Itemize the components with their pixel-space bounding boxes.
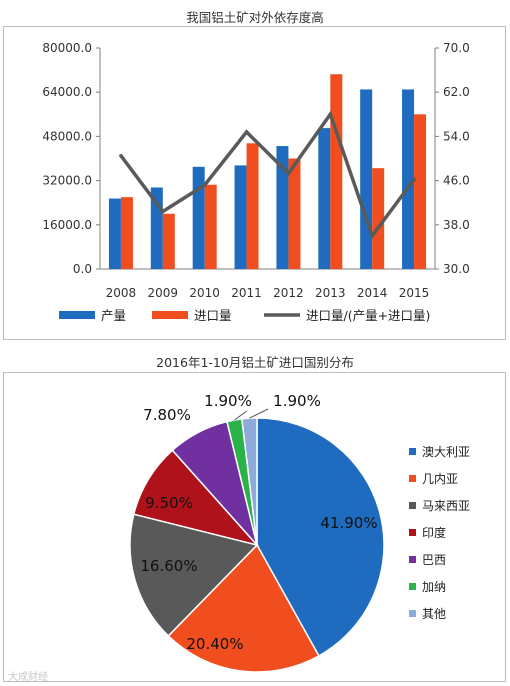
leader-line [249,408,269,419]
bar [402,89,415,269]
x-tick-label: 2009 [148,286,179,300]
legend-swatch [409,502,416,509]
slice-data-label: 7.80% [143,406,191,424]
legend-label: 印度 [422,525,446,540]
bar [204,184,217,269]
pie-slice [129,513,259,637]
left-tick-label: 64000.0 [42,85,92,99]
pie-chart-title: 2016年1-10月铝土矿进口国别分布 [156,355,354,370]
left-tick-label: 16000.0 [42,218,92,232]
pie-chart-panel: 41.90% 20.40% 16.60% 9.50% 7.80% 1.90% 1.90% 澳大… [3,372,506,682]
bar [234,165,247,269]
line-point [370,234,374,238]
legend-label: 进口量/(产量+进口量) [306,308,430,323]
line-point [244,130,249,134]
slice-data-label: 1.90% [273,392,321,410]
slice-data-label: 9.50% [145,494,193,512]
line-point [119,153,123,158]
slice-data-label: 1.90% [204,392,252,410]
legend-label: 澳大利亚 [422,445,470,459]
left-tick-label: 0.0 [73,262,92,276]
left-tick-label: 48000.0 [42,129,92,143]
legend-swatch [409,529,416,536]
right-tick-label: 54.0 [443,129,470,143]
legend-label: 巴西 [422,553,446,567]
slice-data-label: 20.40% [186,635,243,653]
bar-chart-title: 我国铝土矿对外依存度高 [186,10,324,25]
pie-slice [167,543,320,673]
legend-label: 产量 [101,308,126,323]
left-tick-label: 32000.0 [42,174,92,188]
bar [318,128,331,269]
legend-swatch [409,610,416,617]
right-tick-label: 70.0 [443,41,470,55]
legend-label: 几内亚 [422,472,458,486]
leader-line [234,410,248,421]
legend-swatch [409,583,416,590]
bar [360,89,373,269]
left-tick-label: 80000.0 [42,41,92,55]
x-tick-label: 2011 [231,286,262,300]
slice-data-label: 16.60% [140,557,197,575]
x-tick-label: 2014 [357,286,388,300]
legend-swatch [409,475,416,482]
legend-swatch [409,556,416,563]
slice-data-label: 41.90% [320,514,377,532]
ratio-series-line [119,110,416,240]
x-tick-label: 2013 [315,286,346,300]
legend-label: 其他 [422,607,446,621]
bar [330,74,343,270]
x-tick-label: 2010 [189,286,220,300]
legend-swatch [409,448,416,455]
bar [246,143,259,269]
pie-chart: 41.90% 20.40% 16.60% 9.50% 7.80% 1.90% 1.90% 澳大… [129,392,470,673]
bar [288,158,301,269]
legend-label: 加纳 [422,580,446,594]
bar [276,146,289,269]
line-point [412,177,416,182]
line-point [161,209,165,214]
legend-swatch [152,311,188,319]
right-tick-label: 38.0 [443,218,470,232]
x-tick-label: 2008 [106,286,137,300]
x-tick-label: 2015 [399,286,430,300]
bar-line-chart: 0.0 16000.0 32000.0 48000.0 64000.0 80000.0 30… [42,41,470,323]
bar [372,168,385,269]
legend-label: 马来西亚 [422,499,470,513]
right-tick-label: 30.0 [443,262,470,276]
line-point [202,183,207,187]
right-tick-label: 62.0 [443,85,470,99]
bar-chart-panel: 0.0 16000.0 32000.0 48000.0 64000.0 80000.0 30… [3,26,506,340]
legend-label: 进口量 [194,308,232,323]
bar [108,198,121,269]
pie-slice [132,449,260,547]
pie-slice [256,417,385,657]
x-tick-label: 2012 [273,286,304,300]
legend-swatch [59,311,95,319]
watermark: 大成财经 [8,672,48,683]
right-tick-label: 46.0 [443,174,470,188]
line-point [286,171,291,176]
line-point [328,112,333,117]
bar [162,213,175,269]
bar [120,197,133,269]
bar [414,114,427,269]
bar [192,166,205,269]
